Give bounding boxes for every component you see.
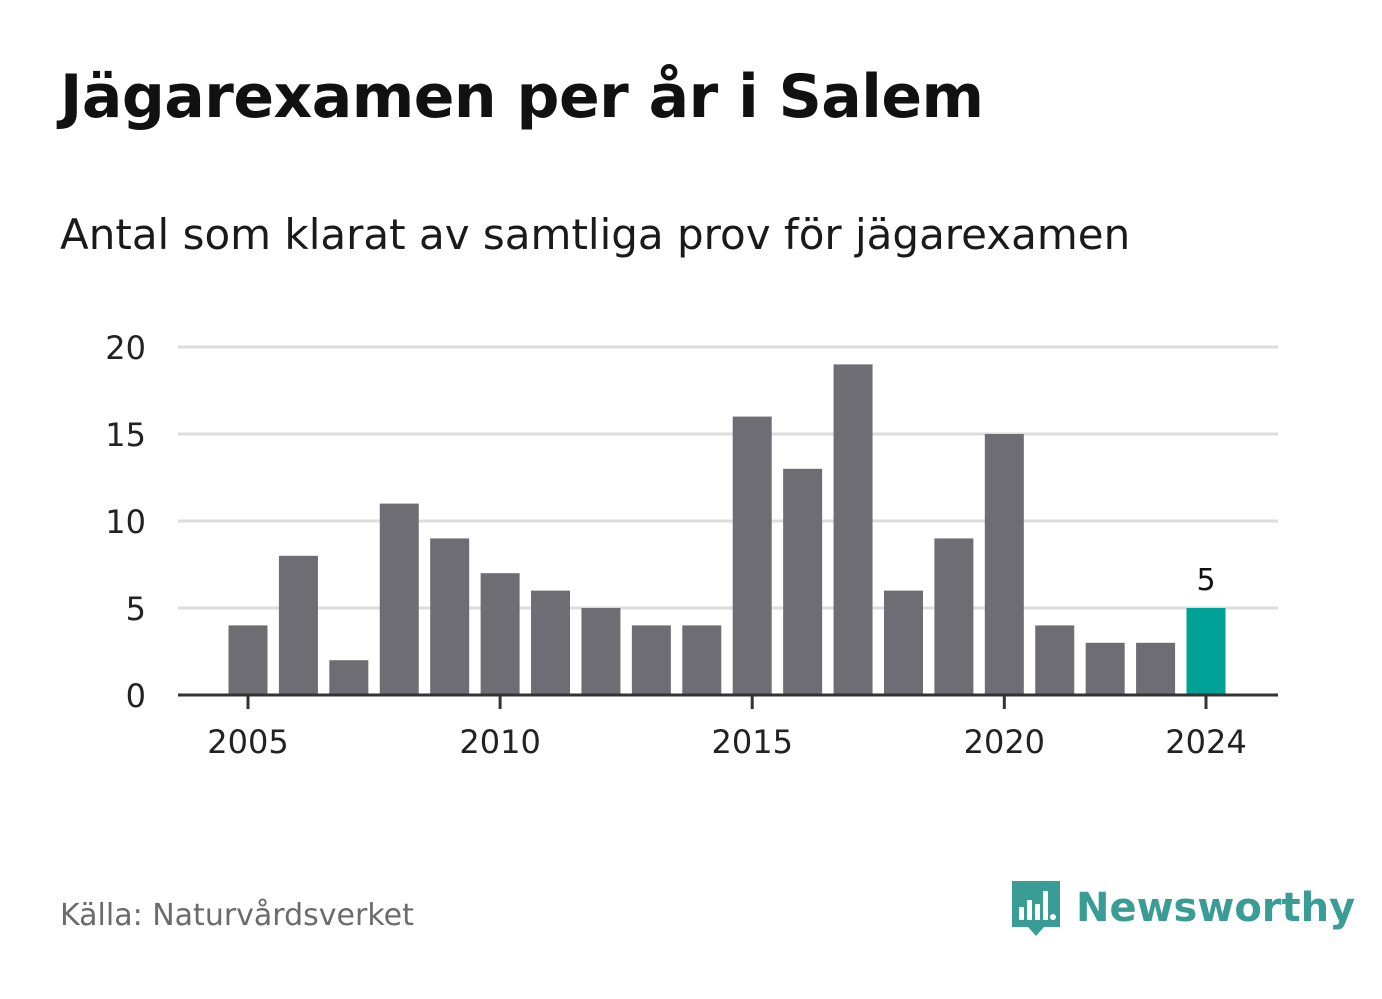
x-tick-label: 2015 [711, 723, 792, 761]
bar [984, 434, 1024, 695]
chart-title: Jägarexamen per år i Salem [60, 62, 984, 132]
bar [531, 590, 571, 695]
bar [833, 364, 873, 695]
bar [1035, 625, 1075, 695]
bar [329, 660, 369, 695]
bar [1136, 642, 1176, 695]
bar [883, 590, 923, 695]
x-tick-label: 2020 [964, 723, 1045, 761]
y-tick-label: 5 [126, 590, 146, 628]
brand-name: Newsworthy [1076, 885, 1356, 931]
bar [278, 555, 318, 695]
bar [682, 625, 722, 695]
source-note: Källa: Naturvårdsverket [60, 898, 414, 933]
y-tick-label: 20 [105, 329, 146, 367]
bar [732, 416, 772, 695]
y-tick-label: 0 [126, 677, 146, 715]
bar [1085, 642, 1125, 695]
brand-logo: Newsworthy [1010, 878, 1355, 938]
y-tick-label: 10 [105, 503, 146, 541]
bar-chart-speech-bubble-icon [1012, 881, 1060, 936]
data-label: 5 [1196, 563, 1215, 598]
x-tick-label: 2010 [459, 723, 540, 761]
bar-highlight [1186, 608, 1226, 695]
bar [934, 538, 974, 695]
bar [783, 468, 823, 695]
bar [228, 625, 268, 695]
bar [581, 608, 621, 695]
y-tick-label: 15 [105, 416, 146, 454]
bar [631, 625, 671, 695]
x-tick-label: 2024 [1165, 723, 1246, 761]
x-tick-label: 2005 [207, 723, 288, 761]
bar [430, 538, 470, 695]
chart-subtitle: Antal som klarat av samtliga prov för jä… [60, 210, 1131, 259]
bar [379, 503, 419, 695]
bar [480, 573, 520, 695]
